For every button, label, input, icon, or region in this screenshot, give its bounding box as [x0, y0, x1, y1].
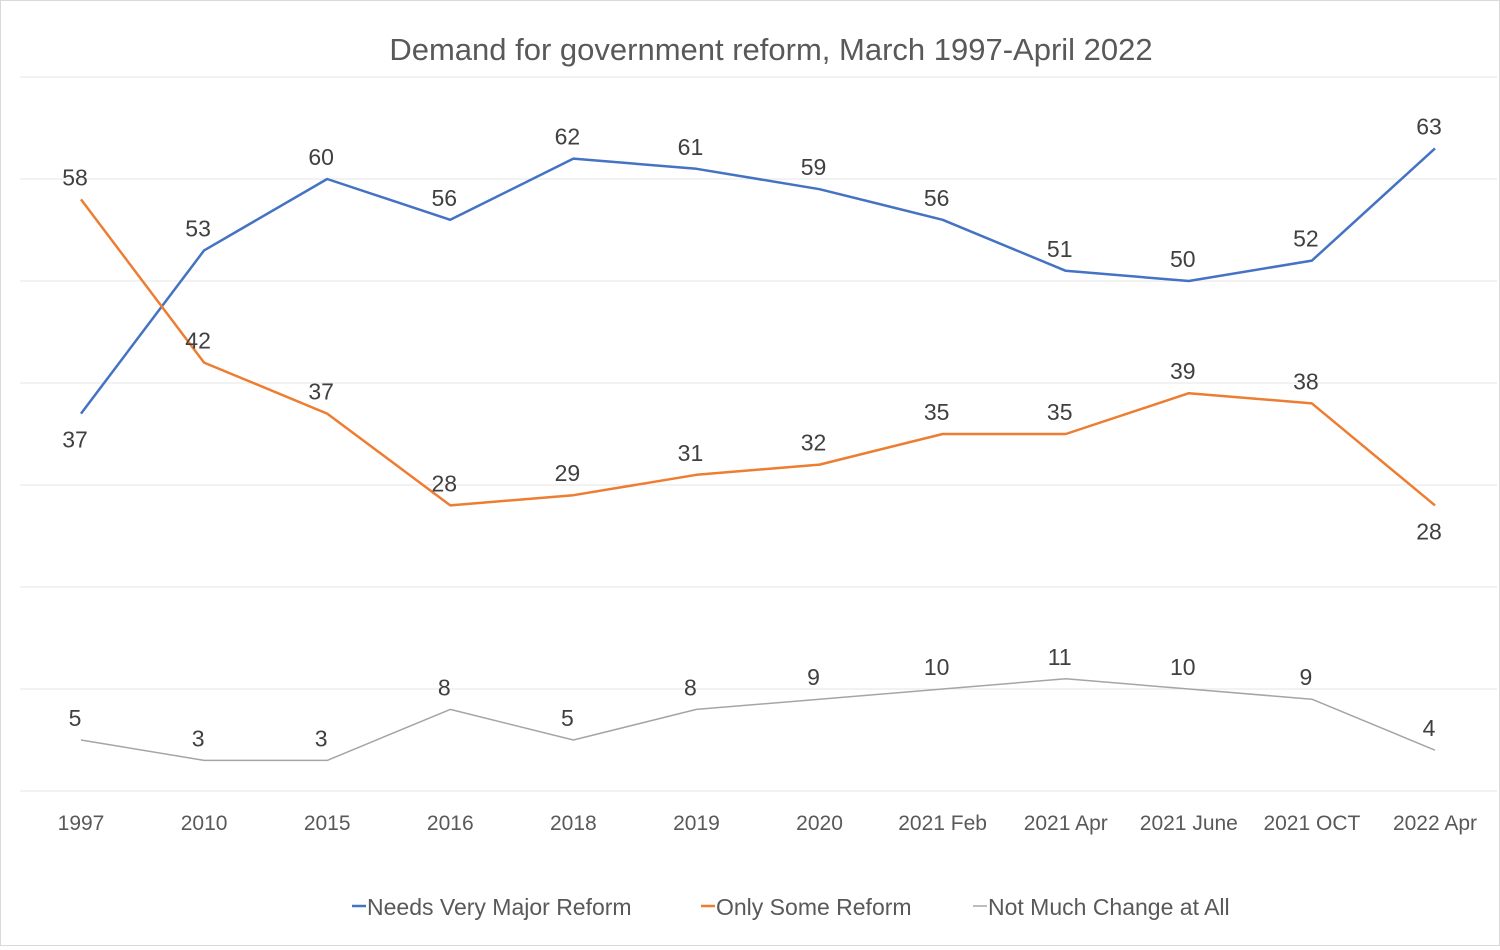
data-label: 4 — [1423, 715, 1436, 741]
data-label: 61 — [678, 134, 704, 160]
data-label: 32 — [801, 430, 827, 456]
data-label: 51 — [1047, 236, 1073, 262]
data-label: 63 — [1416, 113, 1442, 139]
data-label: 60 — [308, 144, 334, 170]
data-label: 28 — [431, 470, 457, 496]
data-label: 37 — [62, 427, 88, 453]
data-label: 53 — [185, 215, 211, 241]
gridlines — [20, 76, 1497, 792]
data-label: 10 — [1170, 654, 1196, 680]
data-label: 56 — [431, 185, 457, 211]
x-tick-label: 2019 — [673, 812, 720, 835]
data-label: 3 — [315, 725, 328, 751]
legend-label: Not Much Change at All — [988, 894, 1230, 920]
x-tick-label: 2021 Feb — [898, 812, 987, 835]
data-label: 8 — [684, 674, 697, 700]
x-axis: 1997 2010 2015 2016 2018 2019 2020 2021 Feb 2021… — [58, 812, 1477, 835]
x-tick-label: 2016 — [427, 812, 474, 835]
series-line-3 — [80, 678, 1436, 762]
data-label: 5 — [561, 705, 574, 731]
data-label: 35 — [924, 399, 950, 425]
x-tick-label: 1997 — [58, 812, 105, 835]
x-tick-label: 2021 OCT — [1263, 812, 1360, 835]
data-label: 35 — [1047, 399, 1073, 425]
data-label: 50 — [1170, 246, 1196, 272]
data-label: 39 — [1170, 358, 1196, 384]
data-label: 28 — [1416, 518, 1442, 544]
data-label: 37 — [308, 379, 334, 405]
data-label: 9 — [807, 664, 820, 690]
x-tick-label: 2021 Apr — [1024, 812, 1108, 835]
data-label: 8 — [438, 674, 451, 700]
data-label: 31 — [678, 440, 704, 466]
chart-title: Demand for government reform, March 1997… — [389, 32, 1152, 67]
x-tick-label: 2020 — [796, 812, 843, 835]
legend-label: Only Some Reform — [716, 894, 912, 920]
x-tick-label: 2010 — [181, 812, 228, 835]
data-label: 38 — [1293, 368, 1319, 394]
series-lines — [80, 147, 1436, 762]
data-label: 10 — [924, 654, 950, 680]
legend-label: Needs Very Major Reform — [367, 894, 632, 920]
data-label: 59 — [801, 154, 827, 180]
series-line-1 — [80, 147, 1436, 415]
data-label: 56 — [924, 185, 950, 211]
x-tick-label: 2015 — [304, 812, 351, 835]
data-label: 52 — [1293, 226, 1319, 252]
x-tick-label: 2018 — [550, 812, 597, 835]
data-label: 11 — [1048, 644, 1072, 670]
data-label: 29 — [555, 460, 581, 486]
data-label: 9 — [1300, 664, 1313, 690]
data-label: 5 — [69, 705, 82, 731]
legend: Needs Very Major Reform Only Some Reform N… — [352, 894, 1230, 920]
data-label: 62 — [555, 124, 581, 150]
data-label: 42 — [185, 328, 211, 354]
data-label: 58 — [62, 164, 88, 190]
series-line-2 — [80, 198, 1436, 507]
x-tick-label: 2021 June — [1140, 812, 1238, 835]
x-tick-label: 2022 Apr — [1393, 812, 1477, 835]
data-label: 3 — [192, 725, 205, 751]
